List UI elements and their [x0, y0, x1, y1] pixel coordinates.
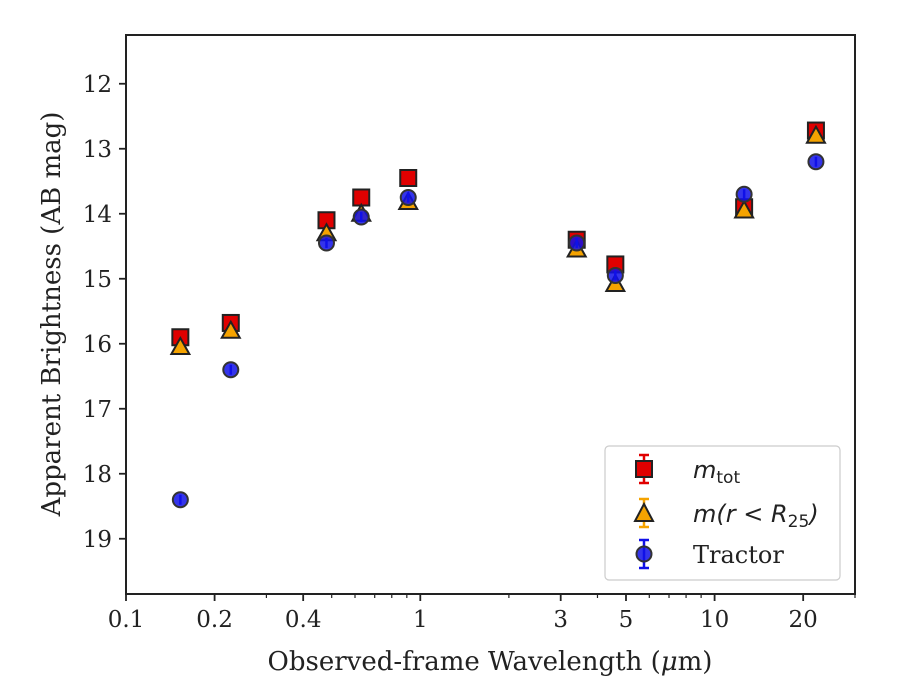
marker-circle	[317, 234, 335, 252]
x-axis-label: Observed-frame Wavelength (μm)	[268, 647, 713, 677]
point-triangle-8	[805, 124, 827, 144]
y-tick-label-6: 18	[83, 462, 112, 488]
data-marks	[169, 121, 827, 509]
point-circle-1	[222, 361, 240, 379]
legend-label-m-r-R25: m(r < R25)	[693, 500, 819, 532]
marker-circle	[171, 491, 189, 509]
x-tick-label-0: 0.1	[108, 607, 145, 633]
legend-label-tractor: Tractor	[693, 541, 784, 569]
series-circle	[171, 153, 825, 509]
legend-item-mtot: mtot	[635, 453, 740, 488]
legend-marker-triangle	[633, 497, 655, 529]
point-circle-4	[399, 189, 417, 206]
point-triangle-7	[733, 199, 755, 219]
x-tick-label-2: 0.4	[285, 607, 322, 633]
legend-box	[604, 445, 841, 581]
x-tick-label-6: 10	[700, 607, 729, 633]
marker-circle	[807, 153, 825, 171]
legend-label-mtot: mtot	[693, 456, 740, 488]
legend-item-tractor: Tractor	[635, 538, 784, 570]
point-circle-5	[568, 234, 586, 252]
marker-triangle	[220, 319, 242, 339]
x-tick-label-5: 5	[619, 607, 634, 633]
y-tick-label-3: 15	[83, 267, 112, 293]
y-tick-label-5: 17	[83, 397, 112, 423]
point-triangle-1	[220, 319, 242, 339]
marker-triangle	[733, 199, 755, 219]
plot-frame	[125, 34, 856, 595]
x-axis-ticks: 0.1 0.2 0.4 1 3 5 10 20	[108, 594, 856, 633]
legend-marker-circle	[635, 538, 653, 570]
point-circle-8	[807, 153, 825, 171]
marker-circle	[352, 208, 370, 226]
marker-circle	[399, 189, 417, 206]
marker-circle	[568, 234, 586, 252]
y-tick-label-4: 16	[83, 332, 112, 358]
x-tick-label-7: 20	[789, 607, 818, 633]
marker-square	[399, 169, 418, 187]
y-tick-label-2: 14	[83, 202, 112, 228]
point-square-4	[399, 169, 418, 187]
legend-marker-square	[635, 453, 653, 485]
marker-circle	[606, 267, 624, 284]
point-circle-3	[352, 208, 370, 226]
point-circle-2	[317, 234, 335, 252]
x-tick-label-3: 1	[413, 607, 428, 633]
y-tick-label-7: 19	[83, 527, 112, 553]
x-tick-label-4: 3	[553, 607, 568, 633]
marker-triangle	[169, 335, 192, 355]
point-circle-7	[735, 185, 753, 203]
legend-item-m-r-R25: m(r < R25)	[633, 497, 819, 532]
y-tick-label-0: 12	[83, 72, 112, 98]
x-tick-label-1: 0.2	[196, 607, 233, 633]
legend: mtot m(r < R25) Tractor	[604, 445, 841, 581]
point-circle-6	[606, 267, 624, 284]
y-tick-label-1: 13	[83, 137, 112, 163]
y-axis-ticks: 12 13 14 15 16 17 18 19	[83, 72, 126, 553]
point-circle-0	[171, 491, 189, 509]
y-axis-label: Apparent Brightness (AB mag)	[37, 112, 67, 518]
point-triangle-0	[169, 335, 192, 355]
marker-circle	[735, 185, 753, 203]
marker-triangle	[805, 124, 827, 144]
marker-circle	[222, 361, 240, 379]
